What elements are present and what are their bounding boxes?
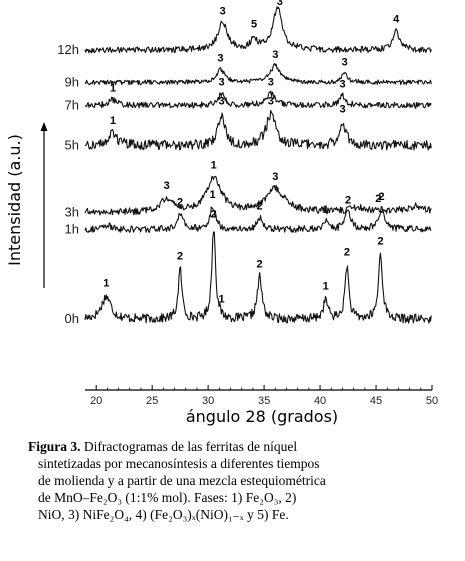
peak-label-9h-1: 3 xyxy=(272,49,278,61)
x-tick-label-20: 20 xyxy=(90,395,102,407)
series-line-12h xyxy=(84,6,432,54)
time-label-0h: 0h xyxy=(65,311,79,326)
peak-label-12h-2: 3 xyxy=(277,0,283,8)
peak-label-3h-2: 3 xyxy=(272,171,278,183)
figure-caption: Figura 3. Difractogramas de las ferritas… xyxy=(28,438,458,523)
caption-line-5: NiO, 3) NiFe₂O₄, 4) (Fe₂O₃)ₓ(NiO)₁₋ₓ y 5… xyxy=(38,507,289,522)
time-labels: 0h 1h 3h 5h 7h 9h 12h xyxy=(57,42,79,326)
peak-label-12h-3: 4 xyxy=(393,14,400,26)
y-axis-title: Intensidad (a.u.) xyxy=(5,134,24,266)
peak-label-3h-1: 1 xyxy=(211,159,217,171)
peak-label-12h-0: 3 xyxy=(220,6,226,18)
peak-label-5h-3: 3 xyxy=(339,103,345,115)
x-tick-label-40: 40 xyxy=(314,395,326,407)
series-line-0h xyxy=(84,231,432,324)
peak-label-1h-3: 1 xyxy=(323,204,329,216)
x-axis-title: ángulo 28 (grados) xyxy=(186,407,338,426)
time-label-9h: 9h xyxy=(65,74,79,89)
x-tick-label-25: 25 xyxy=(146,395,158,407)
peak-label-0h-4: 2 xyxy=(257,258,263,270)
time-label-12h: 12h xyxy=(57,42,79,57)
time-label-1h: 1h xyxy=(65,222,79,237)
y-arrow-head xyxy=(40,122,48,131)
peak-label-3h-3: 2 xyxy=(375,193,381,205)
x-tick-label-45: 45 xyxy=(370,395,382,407)
peak-label-3h-0: 3 xyxy=(164,180,170,192)
peak-label-7h-1: 3 xyxy=(219,77,225,89)
peak-label-5h-0: 1 xyxy=(110,115,116,127)
peak-label-1h-2: 2 xyxy=(257,200,263,212)
x-axis-ticks: 20 25 30 35 40 45 50 xyxy=(90,385,438,407)
peak-label-0h-2: 2 xyxy=(211,209,217,221)
peak-label-0h-7: 2 xyxy=(377,235,383,247)
time-label-3h: 3h xyxy=(65,204,79,219)
peak-label-9h-2: 3 xyxy=(342,56,348,68)
x-tick-label-30: 30 xyxy=(202,395,214,407)
caption-line-2: sintetizadas por mecanosíntesis a difere… xyxy=(38,456,320,471)
caption-line-3: de molienda y a partir de una mezcla est… xyxy=(38,473,326,488)
series-line-7h xyxy=(84,90,432,109)
peak-label-0h-3: 1 xyxy=(219,293,225,305)
series-line-5h xyxy=(84,110,432,151)
peak-label-1h-0: 2 xyxy=(177,197,183,209)
peak-label-0h-5: 1 xyxy=(323,281,329,293)
peak-label-7h-3: 3 xyxy=(339,79,345,91)
peak-label-7h-0: 1 xyxy=(110,83,116,95)
peak-label-5h-2: 3 xyxy=(268,96,274,108)
caption-line-1: Figura 3. Difractogramas de las ferritas… xyxy=(28,438,458,455)
caption-line-1-text: Difractogramas de las ferritas de níquel xyxy=(80,439,298,454)
x-tick-label-35: 35 xyxy=(258,395,270,407)
peak-label-0h-0: 1 xyxy=(103,278,109,290)
x-tick-label-50: 50 xyxy=(426,395,438,407)
peak-label-5h-1: 3 xyxy=(219,96,225,108)
time-label-7h: 7h xyxy=(65,97,79,112)
peak-label-0h-6: 2 xyxy=(344,246,350,258)
series-line-9h xyxy=(84,62,432,86)
peak-label-12h-1: 5 xyxy=(251,18,257,30)
peak-label-7h-2: 3 xyxy=(268,77,274,89)
caption-label: Figura 3. xyxy=(28,439,81,454)
diffraction-curves xyxy=(84,6,432,324)
time-label-5h: 5h xyxy=(65,137,79,152)
series-line-1h xyxy=(84,206,432,234)
peak-label-1h-5: 2 xyxy=(379,191,385,203)
peak-label-9h-0: 3 xyxy=(217,53,223,65)
series-line-3h xyxy=(84,175,432,216)
peak-label-0h-1: 2 xyxy=(177,250,183,262)
peak-label-1h-1: 1 xyxy=(210,189,216,201)
caption-line-4: de MnO–Fe₂O₃ (1:1% mol). Fases: 1) Fe₂O₃… xyxy=(38,490,297,505)
peak-label-1h-4: 2 xyxy=(345,194,351,206)
